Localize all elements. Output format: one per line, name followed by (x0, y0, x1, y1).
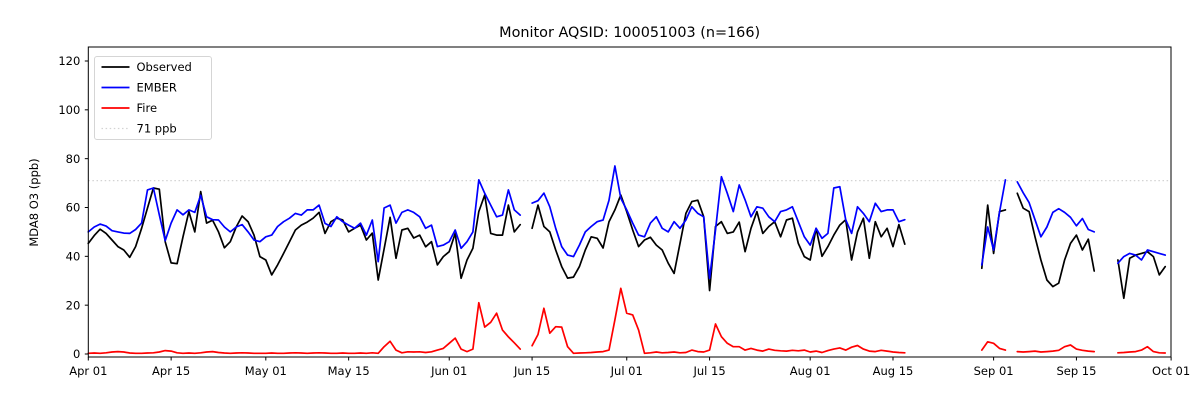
x-axis-tick-label: Aug 01 (790, 364, 831, 378)
chart-title: Monitor AQSID: 100051003 (n=166) (499, 25, 760, 41)
y-axis-tick-label: 0 (73, 347, 80, 361)
y-axis-tick-label: 40 (66, 250, 81, 264)
observed-series-line (87, 187, 1167, 300)
legend-label-observed: Observed (137, 60, 192, 74)
x-axis-tick-label: May 01 (245, 364, 287, 378)
legend-box (94, 56, 212, 140)
ember-series-line (87, 165, 1167, 280)
y-axis-tick-label: 80 (66, 152, 81, 166)
x-axis-tick-label: Sep 01 (974, 364, 1014, 378)
legend-label-fire: Fire (137, 101, 158, 115)
x-axis-tick-label: Jul 15 (692, 364, 725, 378)
y-axis-label: MDA8 O3 (ppb) (27, 158, 41, 246)
y-axis-tick-label: 20 (66, 298, 81, 312)
x-axis-tick-label: Apr 15 (152, 364, 190, 378)
y-axis-tick-label: 60 (66, 201, 81, 215)
x-axis-tick-label: Aug 15 (873, 364, 914, 378)
legend-label-ember: EMBER (137, 81, 177, 95)
x-axis-tick-label: Jun 01 (430, 364, 467, 378)
y-axis-tick-label: 100 (58, 103, 80, 117)
legend-label-71-ppb: 71 ppb (137, 122, 177, 136)
fire-series-line (87, 287, 1167, 355)
axes-frame (87, 46, 1172, 358)
y-axis-tick-label: 120 (58, 54, 80, 68)
x-axis-tick-label: Sep 15 (1056, 364, 1096, 378)
x-axis-tick-label: Jul 01 (610, 364, 643, 378)
x-axis-tick-label: May 15 (328, 364, 370, 378)
x-axis-tick-label: Jun 15 (513, 364, 550, 378)
x-axis-tick-label: Apr 01 (69, 364, 107, 378)
x-axis-tick-label: Oct 01 (1152, 364, 1190, 378)
